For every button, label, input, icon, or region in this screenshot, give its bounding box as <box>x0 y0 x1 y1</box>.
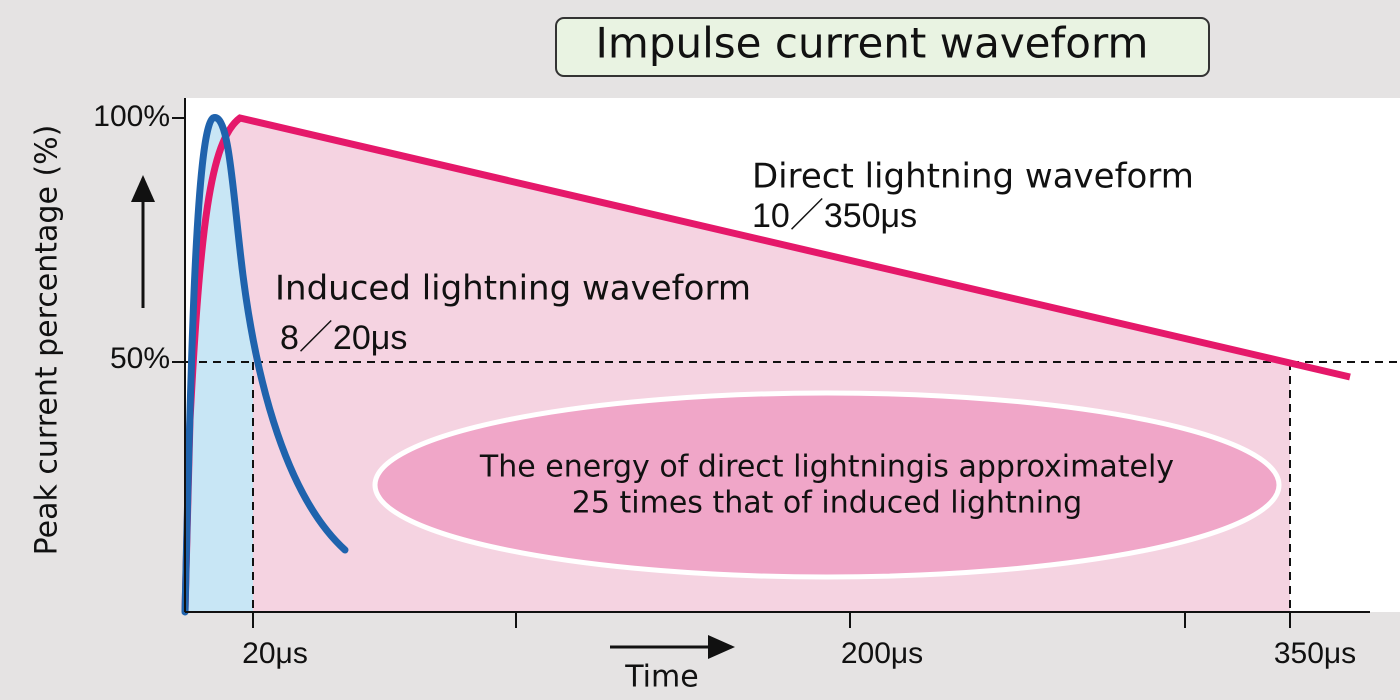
y-axis-label: Peak current percentage (%) <box>30 125 65 556</box>
title: Impulse current waveform <box>596 19 1149 68</box>
x-tick-label: 20μs <box>242 637 308 670</box>
y-tick-label: 100% <box>93 100 170 133</box>
direct-name: Direct lightning waveform <box>752 157 1194 197</box>
x-tick-label: 350μs <box>1274 637 1356 670</box>
x-axis-label: Time <box>624 660 698 695</box>
induced-curve <box>181 114 349 616</box>
induced-name: Induced lightning waveform <box>275 269 751 309</box>
title-box <box>555 17 1210 77</box>
energy-ellipse <box>372 390 1282 580</box>
energy-note: 25 times that of induced lightning <box>572 486 1082 521</box>
induced-spec: 8／20μs <box>280 319 407 357</box>
y-tick-label: 50% <box>110 342 170 375</box>
energy-note: The energy of direct lightningis approxi… <box>479 450 1174 485</box>
x-tick-label: 200μs <box>841 637 923 670</box>
direct-spec: 10／350μs <box>752 197 917 235</box>
